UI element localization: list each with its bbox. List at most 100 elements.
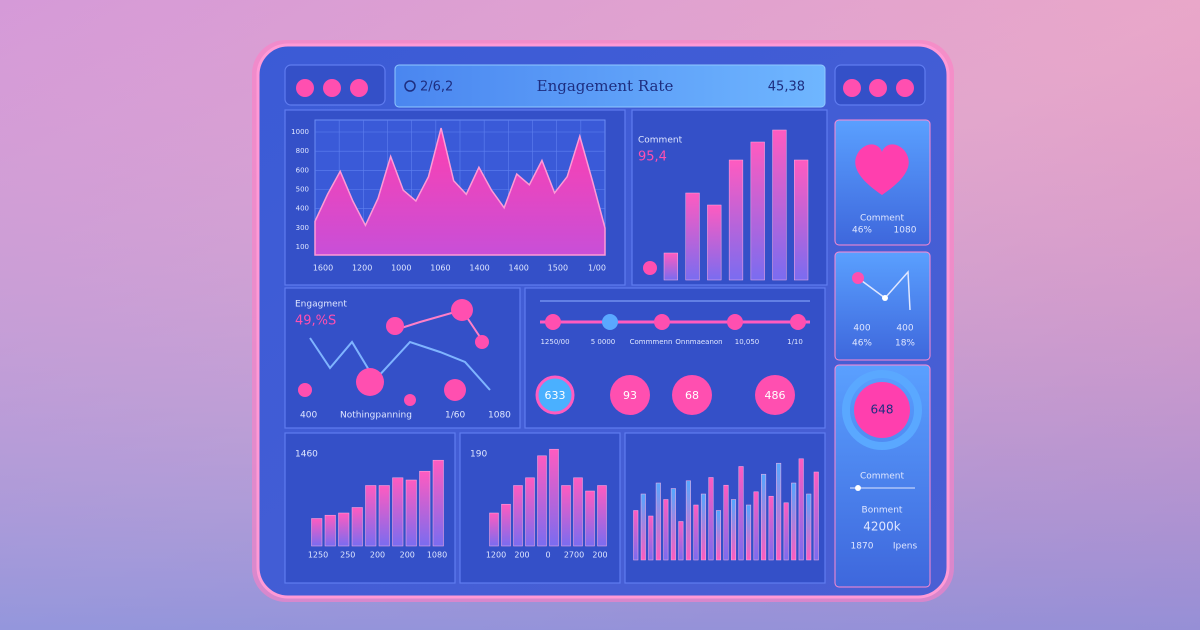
- bar: [640, 493, 646, 561]
- side-heart: [855, 144, 909, 195]
- y-tick-label: 1000: [291, 128, 309, 136]
- x-tick-label: 1400: [469, 264, 489, 273]
- x-tick-label: 1080: [427, 551, 447, 560]
- bar: [715, 510, 721, 561]
- x-tick-label: 200: [592, 551, 607, 560]
- side-mid-label: 18%: [895, 339, 915, 349]
- bar: [597, 485, 607, 547]
- engagement-label: 1/60: [445, 411, 465, 421]
- comment-value: 95,4: [638, 150, 667, 165]
- bar: [655, 482, 661, 561]
- x-tick-label: 250: [340, 551, 355, 560]
- engagement-label: 400: [300, 411, 317, 421]
- header-right-value: 45,38: [768, 80, 805, 95]
- bar: [700, 493, 706, 561]
- mini-line: [857, 270, 911, 311]
- engagement-title: Engagment: [295, 300, 347, 310]
- bar: [806, 493, 812, 561]
- network-line: [394, 308, 483, 341]
- x-tick-label: 200: [400, 551, 415, 560]
- x-tick-label: 1400: [509, 264, 529, 273]
- bar: [573, 477, 583, 547]
- bar: [693, 504, 699, 561]
- x-tick-label: 1600: [313, 264, 333, 273]
- side-bottom-subtitle: Bonment: [862, 506, 903, 516]
- bar: [537, 455, 547, 547]
- y-label: 190: [470, 450, 487, 460]
- bar: [513, 485, 523, 547]
- x-tick-label: 1/00: [588, 264, 606, 273]
- header-icons-right[interactable]: [843, 79, 914, 97]
- slider-label: 1250/00: [540, 338, 569, 346]
- y-tick-label: 800: [296, 147, 309, 155]
- bar: [663, 252, 678, 281]
- mini-dot: [882, 295, 888, 301]
- bar: [783, 502, 789, 561]
- bar: [750, 141, 765, 281]
- bar: [723, 484, 729, 561]
- engagement-value: 49,%S: [295, 314, 336, 329]
- bar: [728, 159, 744, 281]
- bar: [685, 480, 691, 561]
- slider-label: 10,050: [735, 338, 760, 346]
- x-tick-label: 1060: [430, 264, 450, 273]
- slider-label: Commmenn: [630, 338, 673, 346]
- bar: [772, 129, 787, 281]
- bar: [761, 473, 767, 561]
- gauge-value: 648: [871, 403, 894, 417]
- bar: [746, 504, 752, 561]
- bar: [791, 482, 797, 561]
- y-label: 1460: [295, 450, 318, 460]
- x-tick-label: 0: [545, 551, 550, 560]
- x-tick-label: 1250: [308, 551, 328, 560]
- bar: [324, 514, 336, 547]
- y-tick-label: 100: [296, 243, 309, 251]
- x-tick-label: 2700: [564, 551, 584, 560]
- side-card-title: Comment: [860, 214, 905, 224]
- side-bottom-footer: Ipens: [893, 542, 918, 552]
- side-bottom-footer: 1870: [851, 542, 874, 552]
- bar: [633, 510, 639, 561]
- bar: [685, 192, 700, 281]
- header-icons: [296, 79, 368, 97]
- bar: [365, 485, 377, 547]
- gauge-track: [842, 370, 922, 450]
- bar: [738, 466, 744, 561]
- x-tick-label: 1200: [352, 264, 372, 273]
- header-title: Engagement Rate: [537, 77, 674, 95]
- circle-label: 68: [685, 389, 699, 402]
- hearts: [298, 299, 489, 406]
- gauge: [854, 382, 910, 438]
- bar: [648, 515, 654, 561]
- bar: [731, 499, 737, 561]
- circles: [535, 375, 795, 415]
- area: [314, 127, 606, 256]
- side-card-mid: [834, 251, 931, 361]
- x-tick-label: 1500: [548, 264, 568, 273]
- bar: [753, 491, 759, 561]
- title-bar: [394, 64, 826, 108]
- x-tick-label: 1000: [391, 264, 411, 273]
- side-bottom-title: Comment: [860, 472, 905, 482]
- slider-label: 5 0000: [591, 338, 616, 346]
- side-slider-knob[interactable]: [855, 485, 861, 491]
- side-mid-label: 400: [853, 324, 870, 334]
- y-tick-label: 400: [296, 205, 309, 213]
- bar: [798, 458, 804, 561]
- bar: [378, 485, 390, 547]
- bar: [311, 518, 323, 547]
- header-left-value: 2/6,2: [420, 80, 453, 95]
- bar: [432, 459, 444, 547]
- title-icon: [404, 80, 416, 92]
- engagement-label: Nothingpanning: [340, 411, 412, 421]
- bar: [663, 499, 669, 561]
- circle-label: 633: [545, 389, 566, 402]
- bar: [678, 521, 684, 561]
- side-mid-label: 46%: [852, 339, 872, 349]
- bar: [707, 204, 722, 281]
- bar: [768, 495, 774, 561]
- bar: [561, 485, 571, 547]
- bar: [392, 477, 404, 547]
- slider-hearts[interactable]: [545, 314, 806, 330]
- comment-icon: [643, 261, 657, 275]
